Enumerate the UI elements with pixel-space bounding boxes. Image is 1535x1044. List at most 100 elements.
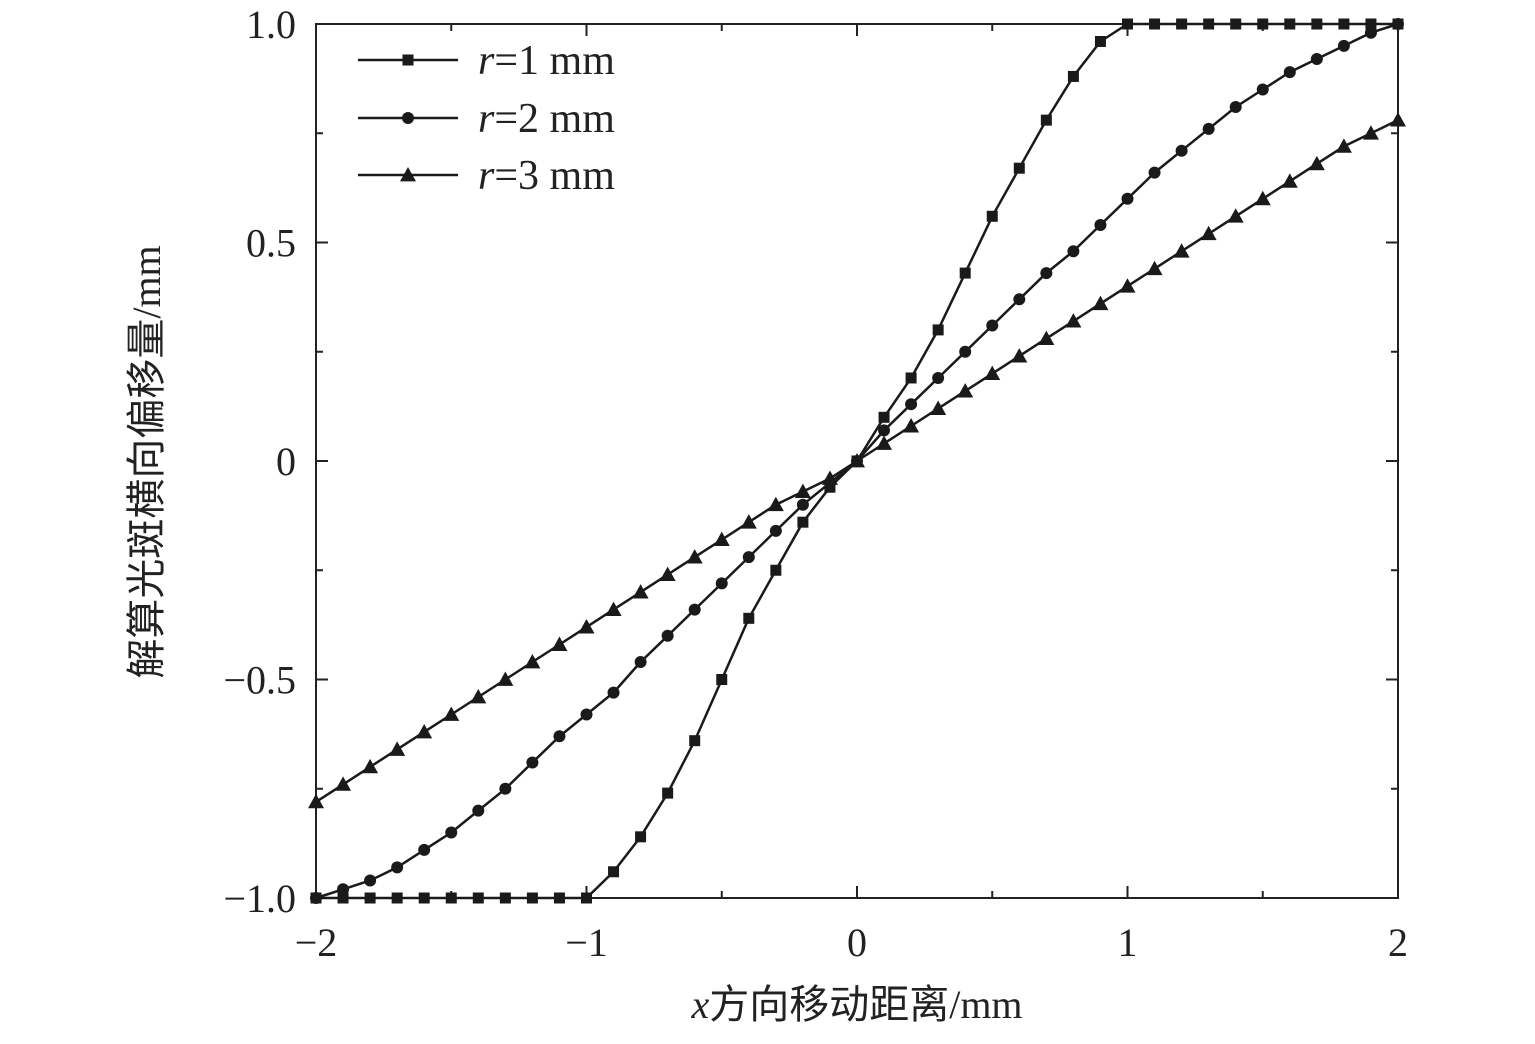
data-point (1067, 245, 1080, 258)
data-point (391, 892, 403, 904)
data-point (1311, 18, 1323, 30)
data-point (364, 892, 376, 904)
data-point (553, 730, 566, 743)
x-tick-label: 2 (1388, 920, 1408, 965)
data-point (1121, 192, 1134, 205)
data-point (1281, 173, 1298, 188)
data-point (770, 564, 782, 576)
data-point (1122, 18, 1133, 30)
series-3 (308, 112, 1406, 809)
data-point (1176, 18, 1188, 30)
legend-item-1: r=1 mm (358, 38, 615, 84)
data-point (364, 874, 377, 887)
data-point (605, 601, 622, 616)
data-point (661, 629, 674, 642)
data-point (716, 674, 728, 685)
data-point (418, 892, 430, 904)
data-point (959, 267, 971, 279)
data-point (418, 843, 431, 856)
data-point (634, 656, 647, 669)
data-point (499, 782, 512, 795)
x-axis-title: x方向移动距离/mm (690, 982, 1022, 1027)
y-tick-label: 0 (276, 439, 296, 484)
axis-ticks (315, 23, 1399, 899)
data-point (1040, 267, 1053, 280)
y-tick-label: 1.0 (246, 2, 296, 47)
data-point (849, 453, 865, 468)
data-point (551, 636, 568, 651)
data-point (903, 418, 920, 433)
data-point (659, 566, 676, 582)
data-point (362, 758, 379, 774)
data-point (526, 756, 539, 769)
data-point (1362, 125, 1379, 140)
data-point (472, 804, 485, 817)
data-point (686, 549, 703, 564)
data-point (391, 861, 404, 874)
legend-item-2: r=2 mm (358, 96, 615, 142)
legend-label-var: r (478, 153, 495, 199)
data-point (1390, 112, 1406, 127)
data-point (740, 514, 757, 529)
data-point (1227, 208, 1244, 223)
legend-marker (402, 54, 414, 66)
data-point (986, 210, 998, 222)
data-point (553, 892, 565, 904)
data-point (878, 411, 890, 423)
data-point (932, 324, 944, 336)
data-point (337, 883, 350, 896)
data-point (1200, 225, 1217, 241)
y-tick-label: 0.5 (246, 221, 296, 266)
data-point (957, 383, 974, 398)
data-point (1338, 18, 1350, 30)
data-point (1337, 39, 1350, 52)
legend-label: r=3 mm (478, 153, 615, 199)
legend-label: r=1 mm (478, 38, 615, 84)
legend-marker (400, 167, 416, 182)
data-point (470, 688, 487, 704)
x-tick-label: 0 (847, 920, 867, 965)
data-point (1092, 295, 1109, 311)
data-point (794, 483, 811, 498)
data-point (930, 400, 947, 415)
data-point (984, 365, 1001, 380)
data-point (796, 498, 809, 511)
data-point (821, 470, 838, 485)
y-tick-labels: −1.0 −0.5 0 0.5 1.0 (223, 2, 296, 921)
data-point (608, 866, 620, 878)
data-point (689, 735, 701, 747)
x-tick-label: 1 (1118, 920, 1138, 965)
x-tick-labels: −2 −1 0 1 2 (295, 920, 1408, 965)
y-tick-label: −1.0 (223, 876, 296, 921)
legend-marker (402, 112, 414, 124)
data-point (443, 706, 460, 721)
data-point (499, 892, 511, 904)
data-point (1146, 260, 1163, 276)
data-point (1310, 52, 1323, 65)
data-point (1203, 18, 1215, 30)
data-point (743, 612, 755, 624)
data-point (632, 584, 649, 599)
data-point (1283, 66, 1296, 79)
data-point (742, 551, 755, 564)
data-point (472, 892, 484, 904)
data-point (1094, 35, 1106, 47)
data-point (1257, 18, 1269, 30)
data-point (1365, 18, 1377, 30)
data-point (1392, 18, 1404, 30)
data-point (581, 892, 592, 904)
data-point (713, 531, 730, 547)
data-point (578, 619, 595, 634)
data-point (905, 398, 918, 411)
data-point (337, 892, 349, 904)
data-point (1013, 162, 1025, 174)
data-point (607, 686, 620, 699)
data-point (1148, 166, 1161, 179)
data-point (959, 345, 972, 358)
data-point (876, 435, 893, 450)
data-point (635, 831, 647, 843)
data-point (335, 776, 352, 791)
data-point (1256, 83, 1269, 96)
x-tick-label: −1 (565, 920, 608, 965)
data-point (1308, 155, 1325, 171)
